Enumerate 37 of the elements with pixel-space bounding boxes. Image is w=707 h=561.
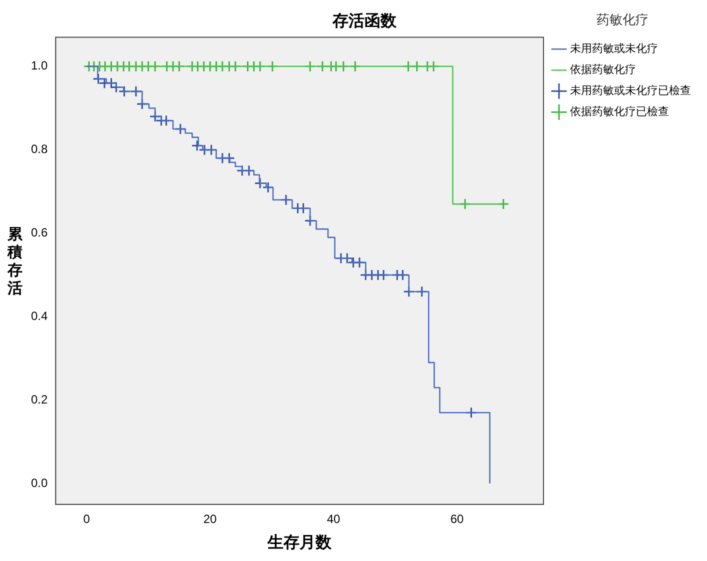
y-tick-label: 0.4 bbox=[30, 309, 48, 323]
legend-label: 未用药敏或未化疗 bbox=[570, 42, 658, 56]
y-tick-label: 0.6 bbox=[30, 226, 48, 240]
point bbox=[411, 60, 423, 72]
point bbox=[428, 60, 440, 72]
point bbox=[338, 60, 350, 72]
legend-label: 未用药敏或未化疗已檢查 bbox=[570, 84, 691, 98]
point bbox=[304, 60, 316, 72]
point bbox=[459, 198, 471, 210]
point bbox=[316, 60, 328, 72]
point bbox=[349, 60, 361, 72]
y-tick-label: 0.2 bbox=[30, 392, 48, 406]
point bbox=[254, 60, 266, 72]
y-tick-label: 0.8 bbox=[30, 142, 48, 156]
x-tick-label: 0 bbox=[83, 512, 90, 526]
point bbox=[396, 269, 408, 281]
y-tick-label: 1.0 bbox=[30, 58, 48, 73]
point bbox=[174, 123, 186, 135]
x-axis-title: 生存月数 bbox=[266, 532, 333, 552]
x-tick-label: 20 bbox=[203, 512, 218, 526]
point bbox=[130, 86, 142, 98]
legend-label: 依据药敏化疗 bbox=[570, 63, 636, 76]
x-tick-label: 40 bbox=[326, 512, 341, 526]
point bbox=[173, 60, 185, 72]
point bbox=[402, 60, 414, 72]
legend-title: 药敏化疗 bbox=[596, 12, 648, 28]
point bbox=[378, 269, 390, 281]
x-tick-label: 60 bbox=[450, 512, 464, 526]
y-axis-title: 累積存活 bbox=[6, 225, 24, 297]
point bbox=[266, 60, 278, 72]
point bbox=[354, 256, 366, 268]
legend-label: 依据药敏化疗已檢查 bbox=[570, 105, 669, 118]
point bbox=[230, 60, 242, 72]
point bbox=[498, 198, 510, 210]
y-tick-label: 0.0 bbox=[30, 476, 48, 490]
point bbox=[149, 60, 161, 72]
chart-title: 存活函数 bbox=[332, 10, 398, 30]
